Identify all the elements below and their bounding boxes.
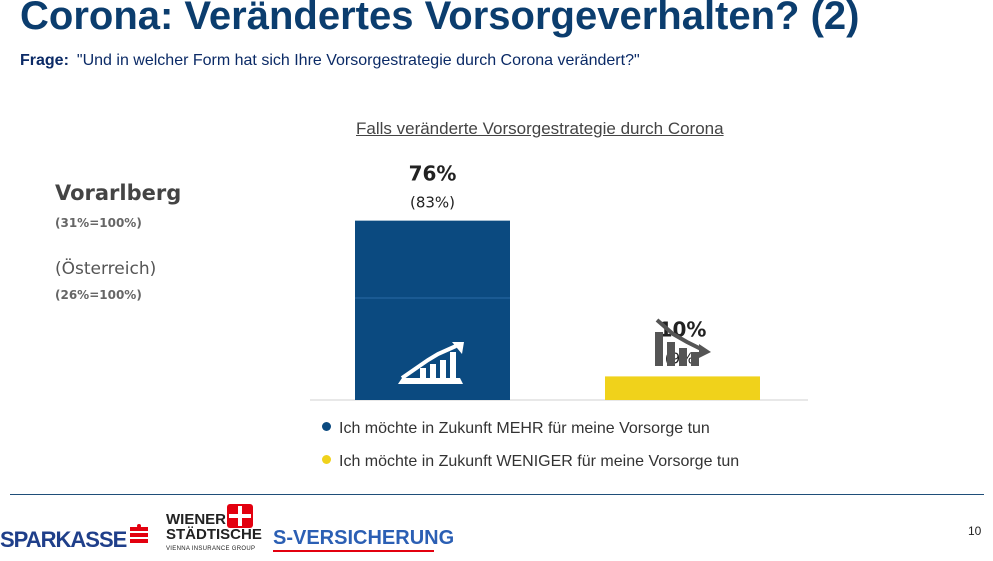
data-label-0: 76%	[409, 162, 457, 186]
sparkasse-s-icon	[130, 524, 148, 543]
legend-label-less: Ich möchte in Zukunft WENIGER für meine …	[339, 453, 740, 470]
region-compare-name: (Österreich)	[55, 259, 157, 279]
legend-label-more: Ich möchte in Zukunft MEHR für meine Vor…	[339, 420, 710, 437]
trend-up-icon	[398, 342, 464, 384]
legend-dot-more	[322, 422, 331, 432]
wiener-staedtische-logo: WIENER STÄDTISCHE VIENNA INSURANCE GROUP	[166, 512, 262, 557]
region-primary-name: Vorarlberg	[55, 181, 182, 205]
footer-divider	[10, 494, 984, 495]
wiener-line1: WIENER	[166, 511, 226, 528]
question-text: "Und in welcher Form hat sich Ihre Vorso…	[76, 52, 640, 69]
region-compare-base: (26%=100%)	[55, 288, 142, 302]
wiener-line2: STÄDTISCHE	[166, 526, 262, 543]
s-versicherung-underline	[273, 550, 434, 552]
legend-dot-less	[322, 455, 331, 465]
sparkasse-logo: SPARKASSE	[0, 527, 127, 552]
legend-item-more: Ich möchte in Zukunft MEHR für meine Vor…	[322, 420, 710, 438]
page-number: 10	[968, 524, 982, 538]
bar-1	[605, 376, 760, 400]
page-title: Corona: Verändertes Vorsorgeverhalten? (…	[20, 0, 860, 38]
s-versicherung-logo: S-VERSICHERUNG	[273, 527, 455, 549]
wiener-sub: VIENNA INSURANCE GROUP	[166, 546, 256, 552]
question-label: Frage:	[20, 52, 69, 69]
region-primary-base: (31%=100%)	[55, 216, 142, 230]
wiener-staedtische-emblem-icon	[227, 504, 253, 528]
trend-down-icon	[655, 318, 711, 366]
legend-item-less: Ich möchte in Zukunft WENIGER für meine …	[322, 453, 739, 471]
question-line: Frage: "Und in welcher Form hat sich Ihre…	[20, 52, 640, 70]
compare-label-0: (83%)	[410, 194, 455, 212]
chart-title: Falls veränderte Vorsorgestrategie durch…	[356, 119, 724, 138]
